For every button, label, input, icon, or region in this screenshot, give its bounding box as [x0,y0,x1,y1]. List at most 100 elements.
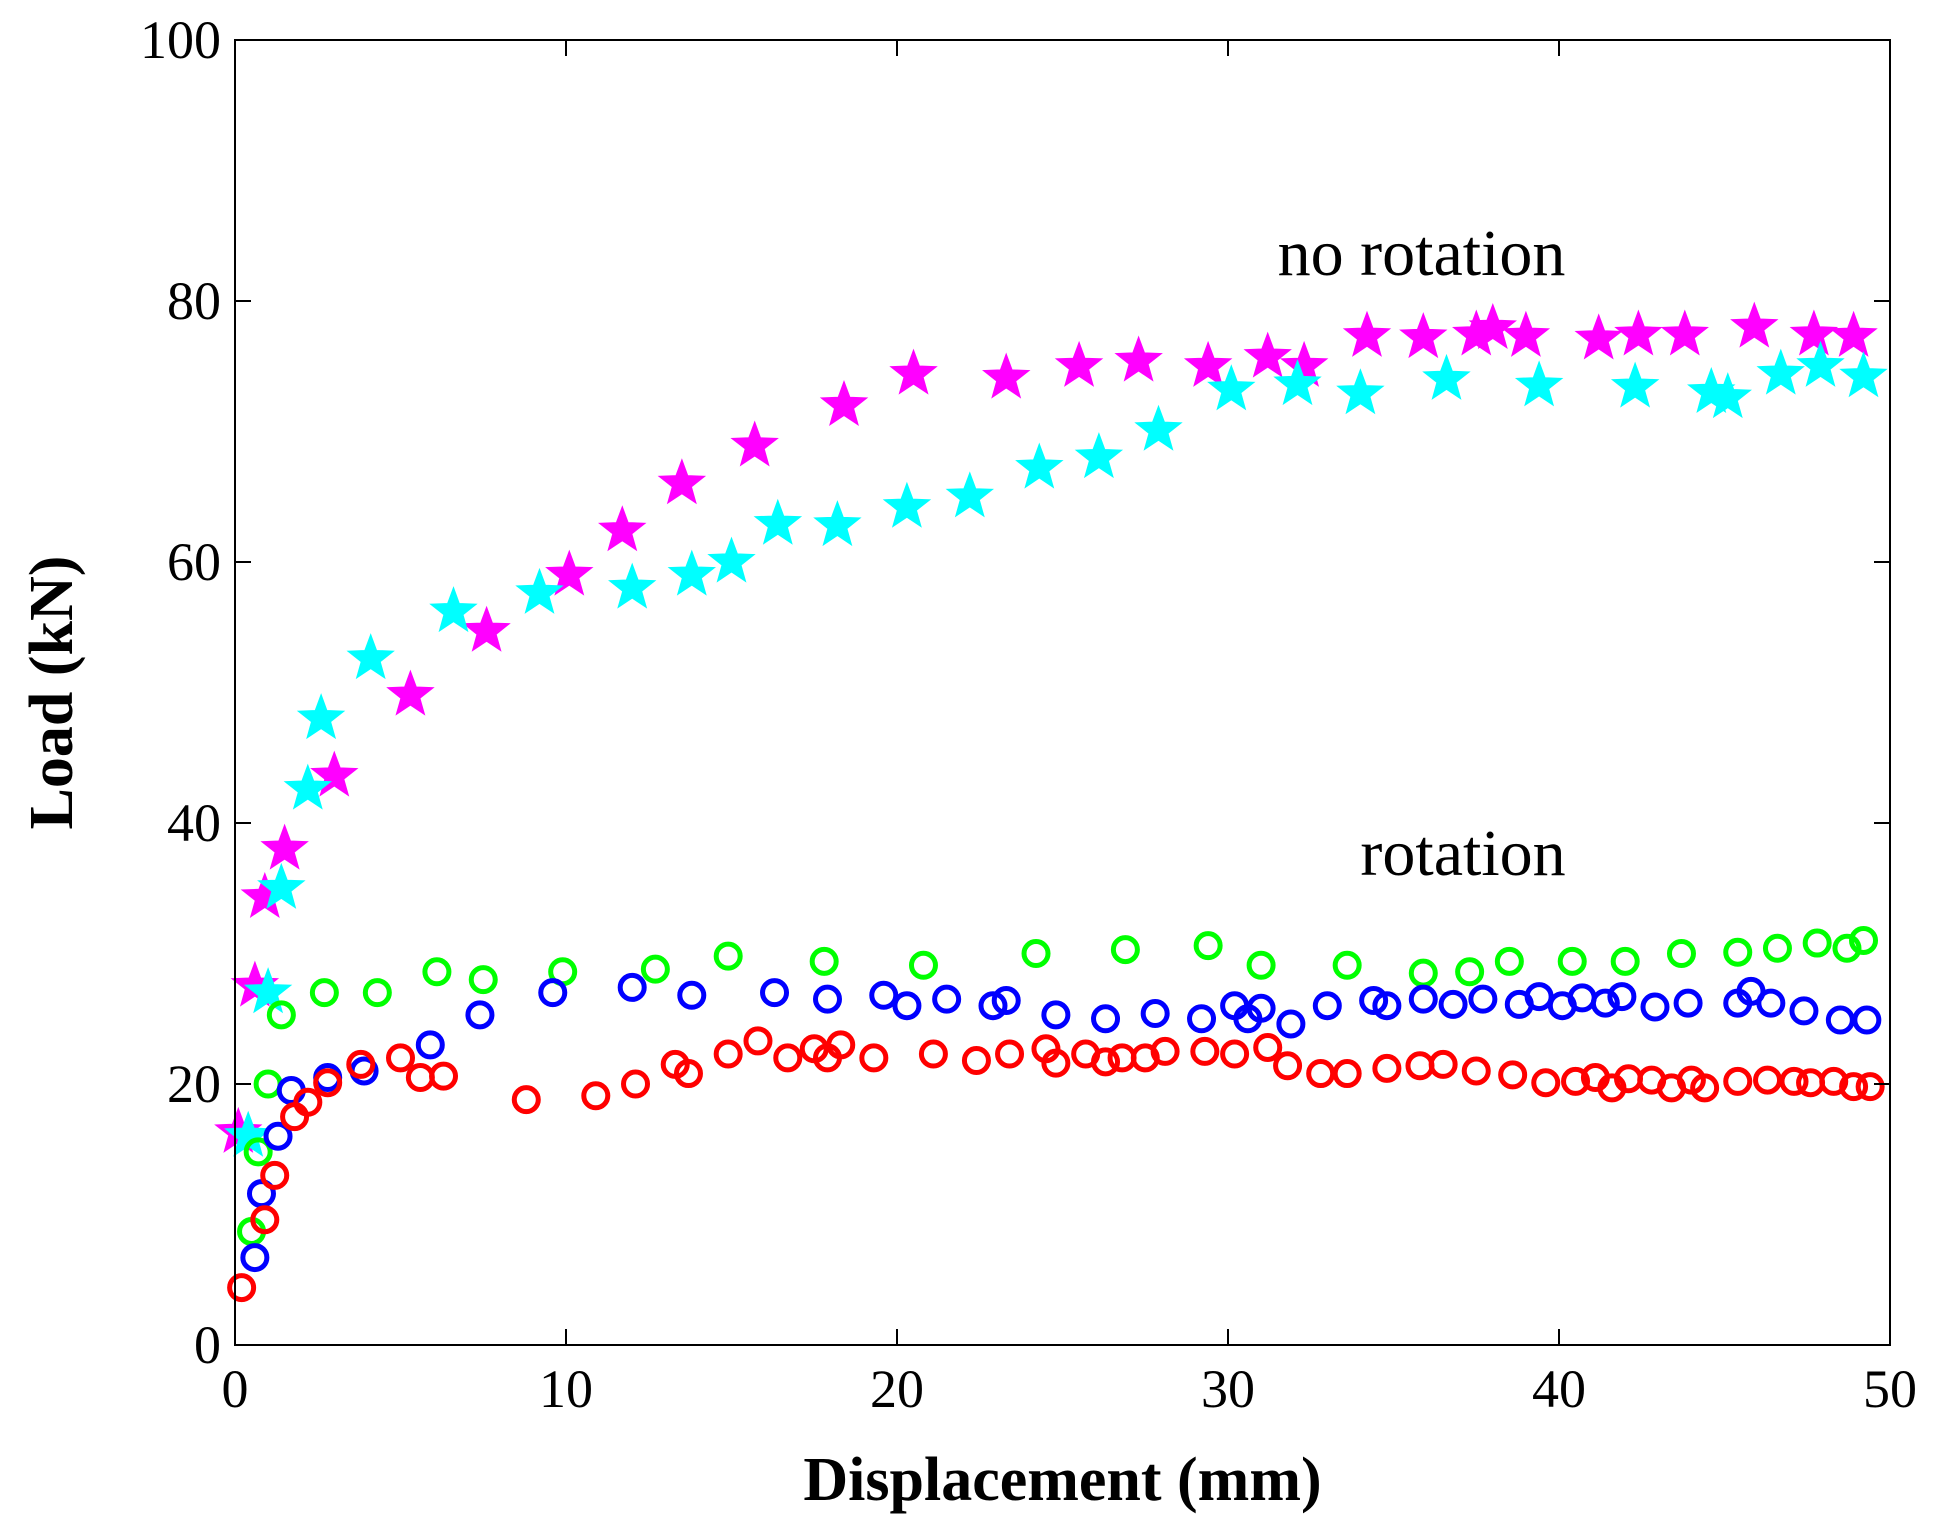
series-1 [224,340,1888,1157]
data-point-circle [293,1087,323,1117]
data-point-circle [538,978,568,1008]
data-point-circle [1610,946,1640,976]
data-point-circle [1832,933,1862,963]
data-point-circle [1498,1060,1528,1090]
x-tick-label: 0 [222,1359,249,1419]
data-point-star [1074,432,1124,479]
data-point-circle [1753,1065,1783,1095]
data-point-star [882,481,932,528]
data-point-circle [1110,935,1140,965]
data-point-circle [743,1026,773,1056]
data-point-circle [1468,984,1498,1014]
data-point-circle [1359,985,1389,1015]
data-point-circle [826,1030,856,1060]
data-point-circle [1461,1056,1491,1086]
x-axis-title: Displacement (mm) [803,1446,1321,1514]
data-point-circle [1666,939,1696,968]
data-point-star [545,549,594,596]
data-point-star [515,567,564,614]
data-point-star [1054,340,1104,387]
data-point-circle [1590,988,1620,1018]
data-point-star [1796,340,1845,387]
data-point-star [1789,309,1839,356]
data-point-circle [1150,1036,1180,1066]
data-point-circle [1332,1059,1362,1089]
data-point-star [1514,360,1564,407]
data-point-circle [918,1039,948,1069]
data-point-circle [1723,937,1753,967]
data-point-circle [1041,1048,1071,1078]
data-point-star [462,605,511,652]
data-point-circle [1839,1072,1869,1102]
data-point-circle [1140,999,1170,1029]
data-point-circle [760,978,790,1008]
data-point-circle [713,1039,743,1069]
data-point-star [429,586,478,633]
data-point-circle [1531,1068,1561,1098]
data-point-circle [961,1046,991,1076]
data-point-circle [1041,1000,1071,1030]
data-point-star [260,823,309,870]
data-point-circle [1408,984,1438,1014]
data-point-circle [1849,925,1879,955]
data-point-star [1134,404,1183,451]
data-point-star [310,750,359,797]
data-point-circle [978,991,1008,1021]
data-point-circle [892,991,922,1021]
data-point-circle [1190,1036,1220,1066]
y-tick-label: 40 [167,793,221,853]
data-point-star [1015,442,1064,489]
data-point-circle [908,950,938,980]
data-point-star [667,549,716,596]
data-point-circle [1607,982,1637,1012]
data-point-circle [859,1043,889,1073]
data-point-circle [511,1085,541,1115]
data-point-circle [1276,1009,1306,1039]
x-tick-label: 20 [870,1359,924,1419]
data-point-circle [465,1000,495,1030]
data-point-circle [1021,939,1051,968]
data-point-circle [581,1081,611,1111]
data-point-star [608,562,657,609]
data-point-circle [812,984,842,1014]
data-point-circle [260,1160,290,1190]
data-point-circle [1193,931,1223,961]
data-point-star [1422,353,1471,400]
data-point-star [889,348,938,395]
x-tick-label: 30 [1201,1359,1255,1419]
data-point-circle [429,1061,459,1091]
data-point-circle [240,1243,270,1273]
data-point-star [243,967,293,1014]
data-point-star [1730,301,1779,348]
data-point-circle [1246,993,1276,1023]
data-point-circle [1723,1066,1753,1096]
data-point-circle [1557,946,1587,976]
series-0 [214,301,1878,1153]
series-4 [227,1026,1885,1303]
data-point-star [346,633,395,680]
data-point-star [1501,310,1551,357]
data-point-circle [313,1068,343,1098]
data-point-circle [991,985,1021,1015]
y-axis-title: Load (kN) [18,556,86,830]
data-point-star [945,471,994,518]
data-point-star [707,536,756,583]
annotation-no-rotation: no rotation [1278,217,1566,290]
data-point-circle [243,1137,273,1167]
data-point-circle [1372,991,1402,1021]
data-point-circle [386,1043,415,1073]
data-point-circle [309,978,339,1008]
data-point-circle [1640,992,1670,1022]
data-point-star [1399,312,1448,359]
data-point-circle [673,1059,703,1089]
data-point-star [1114,335,1163,382]
data-point-circle [250,1205,280,1235]
data-point-circle [263,1121,293,1151]
data-point-circle [1779,1066,1809,1096]
data-point-star [1614,309,1663,356]
data-point-circle [362,978,392,1008]
data-point-circle [1802,928,1832,958]
data-point-circle [869,980,899,1010]
data-point-star [1336,368,1385,415]
